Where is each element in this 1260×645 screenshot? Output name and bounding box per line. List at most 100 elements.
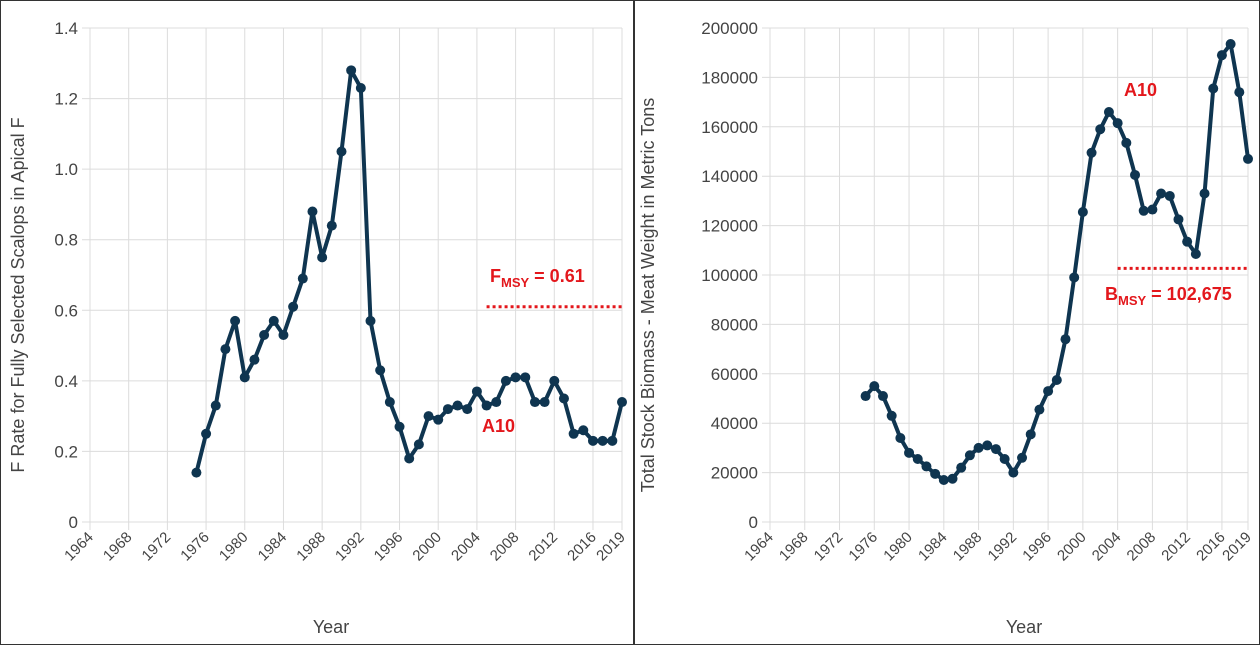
data-point (1156, 188, 1167, 199)
y-tick-label: 0.2 (54, 442, 78, 461)
data-point (617, 397, 627, 408)
data-point (355, 82, 366, 93)
data-point (404, 453, 415, 464)
data-point (1147, 204, 1158, 215)
data-point (549, 375, 560, 386)
data-point (462, 404, 473, 415)
y-tick-label: 20000 (711, 464, 758, 483)
data-point (384, 397, 395, 408)
data-point (326, 220, 337, 231)
data-point (1060, 334, 1071, 345)
data-point (500, 375, 511, 386)
data-point (491, 397, 502, 408)
reference-subscript: MSY (1118, 293, 1147, 308)
data-point (1208, 83, 1219, 94)
data-point (1112, 118, 1123, 129)
data-point (956, 462, 967, 473)
data-point (990, 444, 1001, 455)
data-point (921, 461, 932, 472)
data-point (1051, 374, 1062, 385)
data-point (930, 468, 941, 479)
x-tick-label: 2008 (1124, 529, 1160, 565)
x-tick-label: 2008 (487, 529, 523, 565)
y-tick-label: 1.4 (54, 19, 78, 38)
data-point (1095, 124, 1106, 135)
y-tick-label: 80000 (711, 315, 758, 334)
data-point (1077, 207, 1088, 218)
x-tick-label: 1968 (100, 529, 136, 565)
data-point (210, 400, 221, 411)
data-point (433, 414, 444, 425)
data-point (481, 400, 492, 411)
data-point (423, 411, 434, 422)
data-point (471, 386, 482, 397)
data-point (452, 400, 463, 411)
x-tick-label: 1976 (845, 529, 881, 565)
data-point (1017, 452, 1028, 463)
data-point (607, 435, 618, 446)
data-point (239, 372, 250, 383)
reference-symbol: B (1105, 284, 1118, 304)
data-point (964, 450, 975, 461)
data-point (259, 329, 270, 340)
data-point (982, 440, 993, 451)
x-tick-label: 2016 (564, 529, 600, 565)
data-point (1216, 50, 1227, 61)
x-tick-label: 2012 (525, 529, 561, 565)
data-point (877, 391, 888, 402)
reference-label: FMSY = 0.61 (490, 266, 585, 290)
data-point (375, 365, 386, 376)
data-point (220, 344, 231, 355)
data-point (191, 467, 202, 478)
x-tick-label: 2016 (1193, 529, 1229, 565)
reference-text: = 102,675 (1146, 284, 1232, 304)
x-tick-label: 1996 (1019, 529, 1055, 565)
y-axis-label: F Rate for Fully Selected Scalops in Api… (8, 117, 28, 472)
x-tick-label: 1964 (61, 529, 97, 565)
data-point (597, 435, 608, 446)
x-tick-label: 1992 (985, 529, 1021, 565)
data-point (268, 315, 279, 326)
data-point (317, 252, 328, 263)
data-point (947, 473, 958, 484)
y-tick-label: 140000 (701, 167, 758, 186)
y-tick-label: 200000 (701, 19, 758, 38)
data-point (249, 354, 260, 365)
data-point (1043, 386, 1054, 397)
data-point (1138, 205, 1149, 216)
x-tick-label: 2000 (1054, 529, 1090, 565)
data-point (587, 435, 598, 446)
y-tick-label: 60000 (711, 365, 758, 384)
x-tick-label: 1980 (880, 529, 916, 565)
x-tick-label: 1984 (915, 529, 951, 565)
x-tick-label: 2019 (1219, 529, 1255, 565)
reference-subscript: MSY (501, 275, 530, 290)
x-tick-label: 1980 (216, 529, 252, 565)
data-point (297, 273, 308, 284)
data-point (973, 442, 984, 453)
y-tick-label: 0 (69, 513, 78, 532)
data-point (529, 397, 540, 408)
y-tick-label: 0 (749, 513, 758, 532)
reference-text: = 0.61 (529, 266, 585, 286)
x-tick-label: 1992 (332, 529, 368, 565)
data-point (413, 439, 424, 450)
x-tick-label: 1984 (255, 529, 291, 565)
data-point (860, 391, 871, 402)
annotation: A10 (482, 416, 515, 436)
data-point (278, 329, 289, 340)
data-point (1243, 153, 1253, 164)
x-tick-label: 1964 (741, 529, 777, 565)
data-point (520, 372, 531, 383)
data-point (346, 65, 357, 76)
data-point (912, 454, 923, 465)
data-point (539, 397, 550, 408)
series-line (864, 42, 1250, 483)
data-point (394, 421, 405, 432)
data-point (365, 315, 376, 326)
data-point (307, 206, 318, 217)
data-point (568, 428, 579, 439)
reference-label: BMSY = 102,675 (1105, 284, 1232, 308)
data-point (869, 381, 880, 392)
